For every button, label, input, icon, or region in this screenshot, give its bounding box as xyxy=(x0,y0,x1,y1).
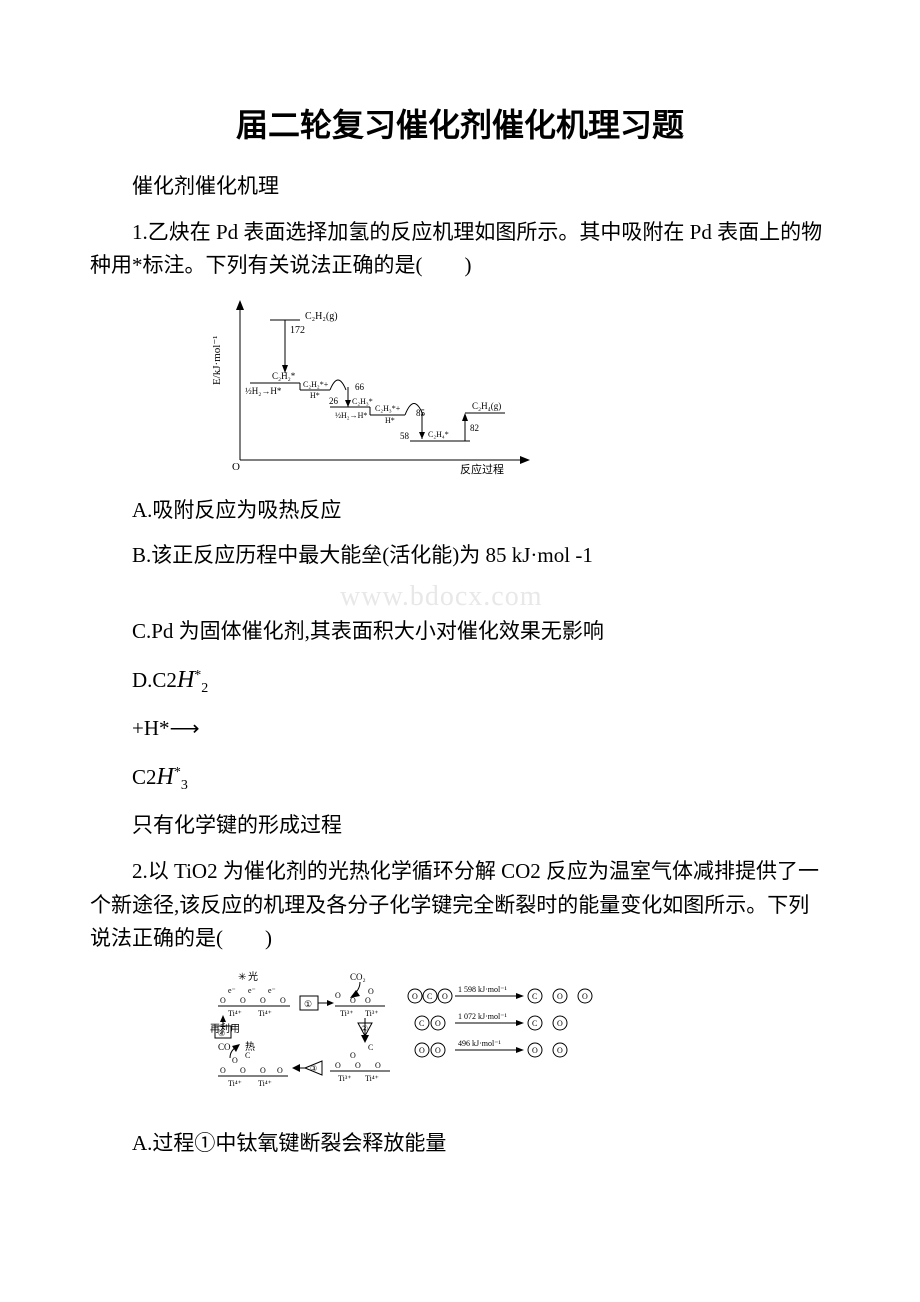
svg-text:O: O xyxy=(582,992,588,1001)
svg-text:O: O xyxy=(260,1066,266,1075)
svg-text:C: C xyxy=(427,992,432,1001)
q2-option-a: A.过程①中钛氧键断裂会释放能量 xyxy=(90,1127,830,1161)
svg-text:1 072 kJ·mol⁻¹: 1 072 kJ·mol⁻¹ xyxy=(458,1012,507,1021)
svg-text:C₂H₃*: C₂H₃* xyxy=(352,397,373,406)
svg-text:C₂H₃*+: C₂H₃*+ xyxy=(375,404,401,413)
svg-text:O: O xyxy=(412,992,418,1001)
svg-text:66: 66 xyxy=(355,382,365,392)
svg-text:C₂H₄*: C₂H₄* xyxy=(428,430,449,439)
svg-text:Ti⁴⁺: Ti⁴⁺ xyxy=(365,1074,379,1083)
svg-text:e⁻: e⁻ xyxy=(228,986,236,995)
svg-text:O: O xyxy=(335,991,341,1000)
svg-text:O: O xyxy=(355,1061,361,1070)
subtitle: 催化剂催化机理 xyxy=(90,170,830,204)
svg-text:½H₂→H*: ½H₂→H* xyxy=(335,411,367,420)
page-title: 届二轮复习催化剂催化机理习题 xyxy=(90,100,830,146)
svg-text:✳: ✳ xyxy=(238,972,246,983)
svg-text:①: ① xyxy=(304,999,312,1009)
svg-text:Ti³⁺: Ti³⁺ xyxy=(338,1074,351,1083)
svg-text:反应过程: 反应过程 xyxy=(460,462,504,475)
svg-text:O: O xyxy=(240,1066,246,1075)
svg-text:C₂H₂*: C₂H₂* xyxy=(272,371,296,381)
svg-text:H*: H* xyxy=(310,391,320,400)
svg-text:Ti⁴⁺: Ti⁴⁺ xyxy=(228,1079,242,1088)
svg-text:O: O xyxy=(232,461,240,473)
q2-mechanism-chart: ✳ 光 e⁻e⁻e⁻ OOOO Ti⁴⁺ Ti⁴⁺ ① CO₂ OO OO Ti… xyxy=(210,968,830,1113)
q1-option-d-line4: 只有化学键的形成过程 xyxy=(90,809,830,843)
q1-option-b: B.该正反应历程中最大能垒(活化能)为 85 kJ·mol -1 xyxy=(90,539,830,573)
svg-text:C: C xyxy=(532,1019,537,1028)
svg-text:85: 85 xyxy=(416,408,426,418)
svg-text:82: 82 xyxy=(470,423,479,433)
svg-text:O: O xyxy=(557,992,563,1001)
svg-text:O: O xyxy=(260,996,266,1005)
svg-text:O: O xyxy=(532,1046,538,1055)
svg-text:O: O xyxy=(350,1051,356,1060)
svg-text:C: C xyxy=(245,1051,250,1060)
svg-text:C₂H₂*+: C₂H₂*+ xyxy=(303,380,329,389)
svg-text:O: O xyxy=(435,1019,441,1028)
svg-text:O: O xyxy=(232,1056,238,1065)
svg-text:496 kJ·mol⁻¹: 496 kJ·mol⁻¹ xyxy=(458,1039,501,1048)
svg-text:O: O xyxy=(557,1019,563,1028)
svg-text:CO₂: CO₂ xyxy=(350,972,366,982)
svg-text:再利用: 再利用 xyxy=(210,1023,240,1035)
svg-text:½H₂→H*: ½H₂→H* xyxy=(245,386,282,396)
svg-text:1 598 kJ·mol⁻¹: 1 598 kJ·mol⁻¹ xyxy=(458,985,507,994)
svg-text:O: O xyxy=(368,987,374,996)
svg-text:②: ② xyxy=(361,1024,368,1033)
svg-text:C: C xyxy=(419,1019,424,1028)
svg-text:O: O xyxy=(220,996,226,1005)
svg-text:O: O xyxy=(335,1061,341,1070)
svg-text:172: 172 xyxy=(290,325,305,336)
svg-text:O: O xyxy=(280,996,286,1005)
svg-text:Ti⁴⁺: Ti⁴⁺ xyxy=(258,1079,272,1088)
svg-text:O: O xyxy=(442,992,448,1001)
svg-text:O: O xyxy=(277,1066,283,1075)
svg-text:E/kJ·mol⁻¹: E/kJ·mol⁻¹ xyxy=(211,335,223,384)
svg-text:Ti³⁺: Ti³⁺ xyxy=(365,1009,378,1018)
svg-text:O: O xyxy=(220,1066,226,1075)
svg-text:e⁻: e⁻ xyxy=(268,986,276,995)
svg-text:C: C xyxy=(532,992,537,1001)
svg-text:26: 26 xyxy=(329,396,339,406)
svg-text:O: O xyxy=(350,996,356,1005)
svg-text:O: O xyxy=(365,996,371,1005)
q1-option-d-line3: C2H*3 xyxy=(90,758,830,798)
svg-text:Ti³⁺: Ti³⁺ xyxy=(340,1009,353,1018)
svg-text:C: C xyxy=(368,1043,373,1052)
svg-text:Ti⁴⁺: Ti⁴⁺ xyxy=(228,1009,242,1018)
svg-text:O: O xyxy=(557,1046,563,1055)
svg-text:O: O xyxy=(240,996,246,1005)
svg-text:C₂H₂(g): C₂H₂(g) xyxy=(305,311,338,322)
q2-stem: 2.以 TiO2 为催化剂的光热化学循环分解 CO2 反应为温室气体减排提供了一… xyxy=(90,855,830,956)
svg-text:H*: H* xyxy=(385,416,395,425)
svg-text:Ti⁴⁺: Ti⁴⁺ xyxy=(258,1009,272,1018)
q1-stem: 1.乙炔在 Pd 表面选择加氢的反应机理如图所示。其中吸附在 Pd 表面上的物种… xyxy=(90,216,830,283)
q1-option-d-line2: +H*⟶ xyxy=(90,712,830,746)
svg-text:e⁻: e⁻ xyxy=(248,986,256,995)
q1-option-c: C.Pd 为固体催化剂,其表面积大小对催化效果无影响 xyxy=(90,615,830,649)
svg-text:O: O xyxy=(375,1061,381,1070)
svg-text:光: 光 xyxy=(248,970,258,983)
svg-text:O: O xyxy=(419,1046,425,1055)
svg-text:CO: CO xyxy=(218,1042,231,1052)
q1-option-a: A.吸附反应为吸热反应 xyxy=(90,494,830,528)
q1-option-d-line1: D.C2H*2 xyxy=(90,661,830,701)
svg-text:③: ③ xyxy=(310,1064,317,1073)
svg-text:C₂H₄(g): C₂H₄(g) xyxy=(472,401,501,411)
svg-text:58: 58 xyxy=(400,431,410,441)
watermark: www.bdocx.com xyxy=(340,581,830,613)
svg-text:O: O xyxy=(435,1046,441,1055)
q1-energy-chart: E/kJ·mol⁻¹ 反应过程 O C₂H₂(g) 172 C₂H₂* ½H₂→… xyxy=(210,295,830,480)
